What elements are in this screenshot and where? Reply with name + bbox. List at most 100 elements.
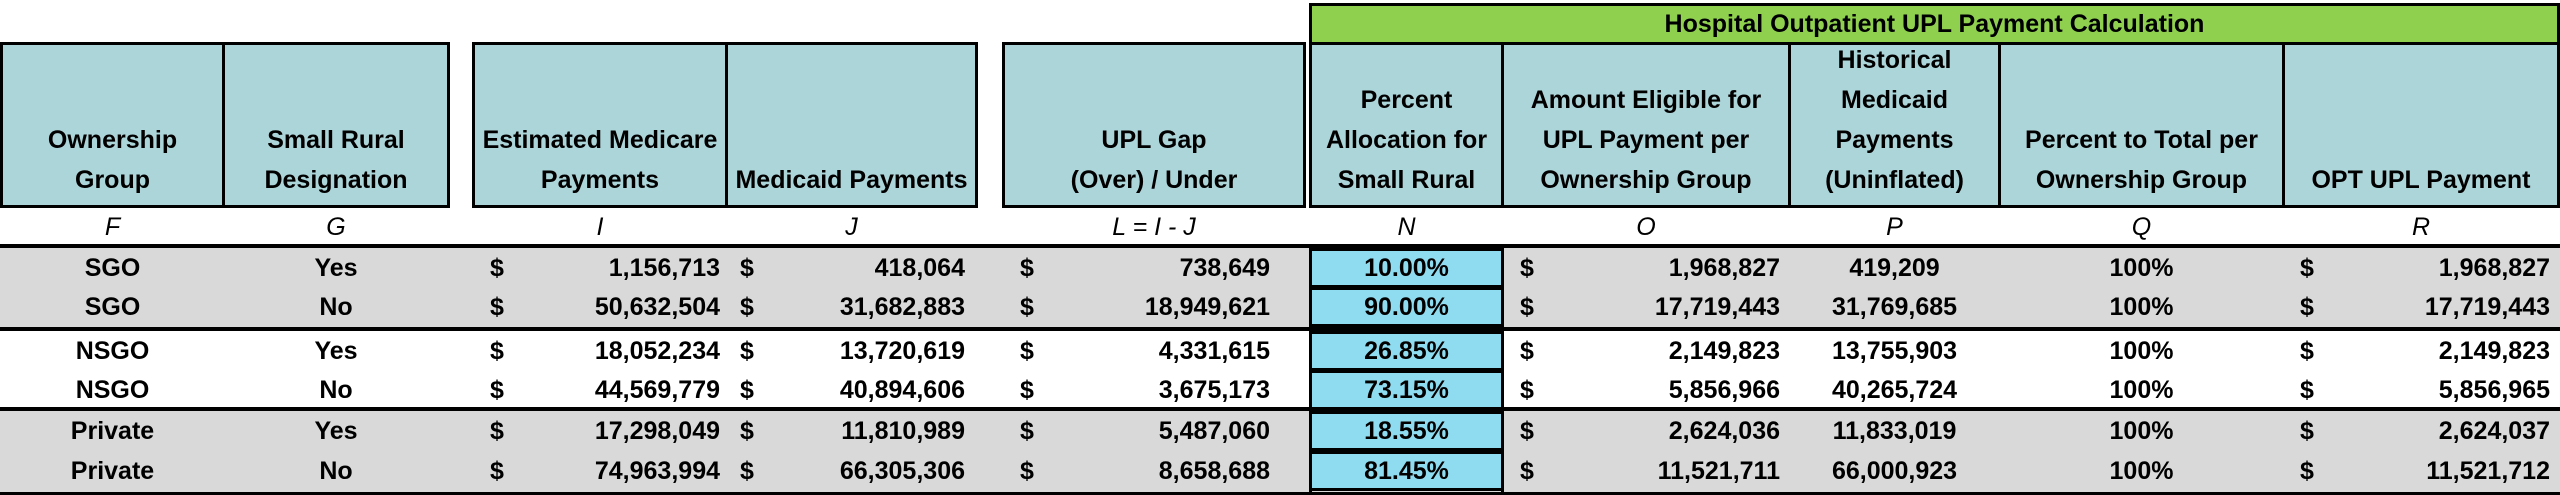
- cell-medicaid-payments: 418,064: [874, 253, 965, 282]
- cell-percent-total: 100%: [2109, 292, 2174, 321]
- header-label: Small Rural Designation: [264, 126, 408, 194]
- cell-upl-gap: 5,487,060: [1158, 416, 1270, 445]
- cell-upl-gap: 3,675,173: [1158, 375, 1270, 404]
- header-estimated-medicare: Estimated Medicare Payments: [472, 42, 728, 208]
- cell-opt-currency: $: [2300, 292, 2314, 321]
- cell-gap-currency: $: [1020, 292, 1034, 321]
- cell-medicaid-payments: 66,305,306: [839, 456, 965, 485]
- header-label: OPT UPL Payment: [2311, 166, 2531, 194]
- cell-historical-medicaid: 419,209: [1849, 253, 1940, 282]
- cell-upl-gap: 18,949,621: [1144, 292, 1270, 321]
- cell-medicare-currency: $: [490, 456, 504, 485]
- cell-medicaid-currency: $: [740, 416, 754, 445]
- cell-upl-gap: 8,658,688: [1158, 456, 1270, 485]
- header-label: Ownership Group: [47, 126, 178, 194]
- cell-ownership-group: Private: [70, 456, 155, 485]
- cell-eligible-currency: $: [1520, 253, 1534, 282]
- cell-opt-currency: $: [2300, 416, 2314, 445]
- cell-opt-upl-payment: 11,521,712: [2426, 456, 2550, 485]
- banner-title: Hospital Outpatient UPL Payment Calculat…: [1664, 9, 2205, 38]
- cell-gap-currency: $: [1020, 456, 1034, 485]
- rule-pct-right: [1501, 244, 1504, 495]
- cell-medicaid-currency: $: [740, 456, 754, 485]
- band-private: [0, 411, 2560, 493]
- cell-percent-total: 100%: [2109, 416, 2174, 445]
- header-label: Percent Allocation for Small Rural: [1325, 86, 1488, 194]
- rule-pct-left: [1309, 244, 1312, 495]
- header-amount-eligible: Amount Eligible for UPL Payment per Owne…: [1501, 42, 1791, 208]
- cell-medicaid-currency: $: [740, 336, 754, 365]
- cell-percent-allocation: 26.85%: [1309, 331, 1504, 371]
- formula-n: N: [1397, 212, 1416, 241]
- cell-percent-allocation: 90.00%: [1309, 287, 1504, 327]
- header-small-rural: Small Rural Designation: [222, 42, 450, 208]
- band-sgo: [0, 248, 2560, 327]
- cell-ownership-group: NSGO: [75, 336, 150, 365]
- cell-historical-medicaid: 40,265,724: [1831, 375, 1958, 404]
- cell-estimated-medicare: 44,569,779: [594, 375, 720, 404]
- formula-q: Q: [2131, 212, 2152, 241]
- header-label: Percent to Total per Ownership Group: [2025, 126, 2258, 194]
- cell-amount-eligible: 17,719,443: [1654, 292, 1780, 321]
- cell-ownership-group: SGO: [84, 253, 141, 282]
- cell-estimated-medicare: 74,963,994: [594, 456, 720, 485]
- header-percent-total: Percent to Total per Ownership Group: [1998, 42, 2285, 208]
- formula-j: J: [845, 212, 858, 241]
- cell-percent-total: 100%: [2109, 375, 2174, 404]
- formula-l: L = I - J: [1112, 212, 1196, 241]
- cell-medicaid-currency: $: [740, 375, 754, 404]
- formula-o: O: [1636, 212, 1656, 241]
- cell-estimated-medicare: 17,298,049: [594, 416, 720, 445]
- cell-amount-eligible: 1,968,827: [1668, 253, 1780, 282]
- cell-eligible-currency: $: [1520, 292, 1534, 321]
- header-percent-allocation: Percent Allocation for Small Rural: [1309, 42, 1504, 208]
- cell-percent-allocation: 73.15%: [1309, 370, 1504, 410]
- cell-amount-eligible: 2,624,036: [1668, 416, 1780, 445]
- formula-f: F: [104, 212, 121, 241]
- header-upl-gap: UPL Gap (Over) / Under: [1002, 42, 1306, 208]
- cell-historical-medicaid: 11,833,019: [1832, 416, 1957, 445]
- cell-ownership-group: SGO: [84, 292, 141, 321]
- cell-opt-currency: $: [2300, 253, 2314, 282]
- cell-estimated-medicare: 50,632,504: [594, 292, 720, 321]
- rule-sgo-nsgo: [0, 327, 2560, 331]
- cell-medicare-currency: $: [490, 416, 504, 445]
- cell-medicaid-currency: $: [740, 253, 754, 282]
- cell-eligible-currency: $: [1520, 375, 1534, 404]
- header-label: UPL Gap (Over) / Under: [1070, 126, 1238, 194]
- formula-i: I: [596, 212, 604, 241]
- cell-upl-gap: 738,649: [1179, 253, 1270, 282]
- cell-small-rural: No: [319, 292, 353, 321]
- cell-historical-medicaid: 13,755,903: [1831, 336, 1958, 365]
- rule-bottom: [0, 492, 2560, 495]
- rule-top: [0, 244, 2560, 248]
- cell-gap-currency: $: [1020, 253, 1034, 282]
- formula-p: P: [1886, 212, 1903, 241]
- cell-percent-allocation: 10.00%: [1309, 248, 1504, 288]
- header-label: Medicaid Payments: [735, 166, 968, 194]
- cell-percent-allocation: 81.45%: [1309, 451, 1504, 491]
- header-ownership-group: Ownership Group: [0, 42, 225, 208]
- cell-opt-upl-payment: 2,149,823: [2438, 336, 2550, 365]
- cell-small-rural: Yes: [314, 336, 358, 365]
- header-medicaid-payments: Medicaid Payments: [725, 42, 978, 208]
- cell-eligible-currency: $: [1520, 416, 1534, 445]
- cell-amount-eligible: 2,149,823: [1668, 336, 1780, 365]
- calculation-banner: Hospital Outpatient UPL Payment Calculat…: [1309, 3, 2560, 45]
- cell-gap-currency: $: [1020, 375, 1034, 404]
- cell-medicare-currency: $: [490, 336, 504, 365]
- formula-g: G: [326, 212, 346, 241]
- cell-percent-total: 100%: [2109, 456, 2174, 485]
- cell-medicare-currency: $: [490, 253, 504, 282]
- cell-upl-gap: 4,331,615: [1158, 336, 1270, 365]
- cell-small-rural: No: [319, 375, 353, 404]
- cell-opt-upl-payment: 5,856,965: [2438, 375, 2550, 404]
- header-opt-upl-payment: OPT UPL Payment: [2282, 42, 2560, 208]
- cell-ownership-group: Private: [70, 416, 155, 445]
- cell-medicaid-payments: 13,720,619: [839, 336, 965, 365]
- cell-medicaid-currency: $: [740, 292, 754, 321]
- cell-eligible-currency: $: [1520, 336, 1534, 365]
- cell-opt-currency: $: [2300, 456, 2314, 485]
- rule-nsgo-private: [0, 407, 2560, 411]
- cell-estimated-medicare: 18,052,234: [594, 336, 720, 365]
